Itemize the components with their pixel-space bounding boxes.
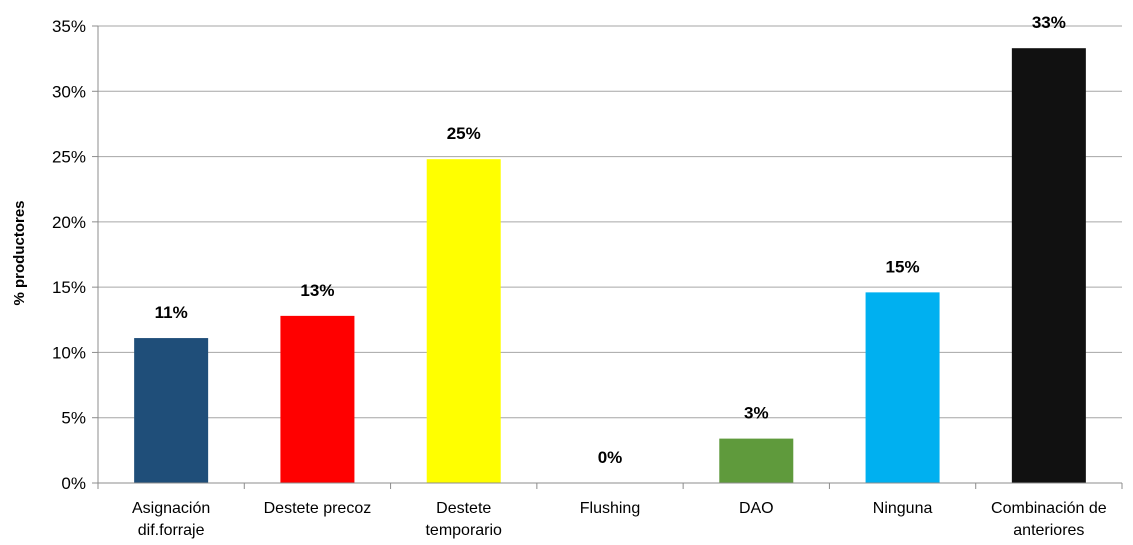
y-tick-label: 0%	[61, 474, 86, 493]
bar-value-label: 0%	[598, 448, 623, 467]
x-category-label: Combinación de anteriores	[991, 500, 1107, 539]
bar-value-label: 11%	[155, 303, 188, 322]
bar-value-label: 3%	[744, 404, 769, 423]
x-category-label-line: anteriores	[1013, 522, 1084, 539]
x-category-label: Flushing	[580, 500, 640, 517]
x-category-label: Asignación dif.forraje	[132, 500, 210, 539]
y-tick-label: 5%	[61, 409, 86, 428]
x-category-label-line: Destete	[436, 500, 491, 517]
y-tick-label: 35%	[52, 17, 86, 36]
x-category-label-line: Destete precoz	[264, 500, 372, 517]
bars	[134, 48, 1086, 483]
y-tick-label: 15%	[52, 278, 86, 297]
bar	[1011, 48, 1086, 483]
y-tick-label: 10%	[52, 343, 86, 362]
axes	[92, 25, 1123, 489]
bar	[865, 292, 940, 483]
x-category-label: Destete precoz	[264, 500, 372, 517]
y-tick-label: 25%	[52, 148, 86, 167]
bar-value-label: 15%	[886, 257, 920, 276]
y-tick-label: 20%	[52, 213, 86, 232]
x-category-label: Destete temporario	[425, 500, 502, 539]
x-category-label-line: Flushing	[580, 500, 640, 517]
bar-value-label: 33%	[1032, 13, 1066, 32]
x-category-label-line: Asignación	[132, 500, 210, 517]
x-category-label: DAO	[739, 500, 774, 517]
bar	[426, 159, 501, 483]
x-category-label-line: dif.forraje	[138, 522, 205, 539]
x-category-label-line: Ninguna	[873, 500, 933, 517]
bar-value-label: 25%	[447, 124, 481, 143]
labels: 0% 5% 10% 15% 20% 25% 30% 35% 11% Asignación dif.f…	[52, 13, 1107, 539]
gridlines	[98, 25, 1122, 419]
bar	[134, 338, 209, 483]
bar	[719, 438, 794, 483]
bar-value-label: 13%	[300, 281, 334, 300]
y-axis-title: % productores	[11, 200, 28, 305]
x-category-label-line: temporario	[425, 522, 502, 539]
x-category-label: Ninguna	[873, 500, 933, 517]
x-category-label-line: DAO	[739, 500, 774, 517]
y-tick-label: 30%	[52, 82, 86, 101]
x-category-label-line: Combinación de	[991, 500, 1107, 517]
bar	[280, 315, 355, 483]
